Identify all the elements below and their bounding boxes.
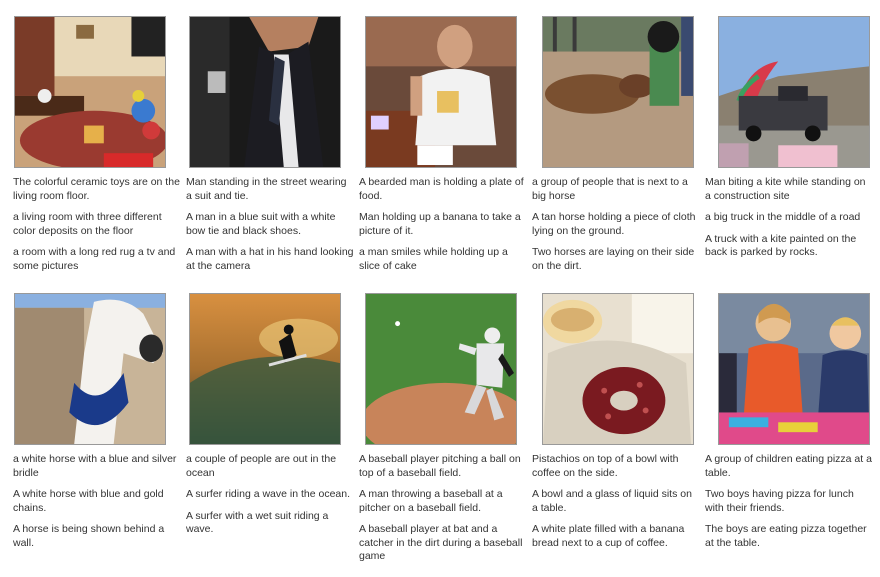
living-room-toys-image [14,16,166,168]
caption: Pistachios on top of a bowl with coffee … [532,453,679,479]
caption: The colorful ceramic toys are on the liv… [13,176,180,202]
caption: Two boys having pizza for lunch with the… [705,488,854,514]
caption: The boys are eating pizza together at th… [705,523,867,549]
caption: a group of people that is next to a big … [532,176,688,202]
caption: A group of children eating pizza at a ta… [705,453,872,479]
caption: Man holding up a banana to take a pictur… [359,211,521,237]
baseball-pitcher-image [365,293,517,445]
caption-list: a group of people that is next to a big … [532,176,700,281]
white-horse-image [14,293,166,445]
pistachio-donut-image [542,293,694,445]
caption: A man with a hat in his hand looking at … [186,246,354,272]
caption: a big truck in the middle of a road [705,211,861,223]
caption: A white horse with blue and gold chains. [13,488,164,514]
bearded-man-food-image [365,16,517,168]
caption-list: a white horse with a blue and silver bri… [13,453,181,558]
caption: A man throwing a baseball at a pitcher o… [359,488,503,514]
caption-list: The colorful ceramic toys are on the liv… [13,176,181,281]
caption-list: A group of children eating pizza at a ta… [705,453,873,558]
caption: A man in a blue suit with a white bow ti… [186,211,336,237]
surfer-sunset-image [189,293,341,445]
caption: A baseball player at bat and a catcher i… [359,523,523,562]
caption-list: A baseball player pitching a ball on top… [359,453,527,572]
caption: Two horses are laying on their side on t… [532,246,695,272]
truck-kite-image [718,16,870,168]
caption: A tan horse holding a piece of cloth lyi… [532,211,696,237]
caption: A bearded man is holding a plate of food… [359,176,524,202]
caption: A baseball player pitching a ball on top… [359,453,521,479]
caption: a man smiles while holding up a slice of… [359,246,508,272]
caption: Man standing in the street wearing a sui… [186,176,347,202]
caption: A horse is being shown behind a wall. [13,523,165,549]
caption-list: Man biting a kite while standing on a co… [705,176,873,268]
caption: A surfer riding a wave in the ocean. [186,488,351,500]
caption: a room with a long red rug a tv and some… [13,246,176,272]
caption: a white horse with a blue and silver bri… [13,453,177,479]
caption: A truck with a kite painted on the back … [705,232,857,259]
caption-list: a couple of people are out in the ocean … [186,453,354,545]
caption: a living room with three different color… [13,211,162,237]
caption-list: A bearded man is holding a plate of food… [359,176,527,281]
caption-list: Pistachios on top of a bowl with coffee … [532,453,700,558]
caption: a couple of people are out in the ocean [186,453,337,479]
caption-list: Man standing in the street wearing a sui… [186,176,354,281]
caption: A surfer with a wet suit riding a wave. [186,509,329,536]
children-pizza-image [718,293,870,445]
caption: A bowl and a glass of liquid sits on a t… [532,488,692,514]
caption: A white plate filled with a banana bread… [532,523,685,549]
caption: Man biting a kite while standing on a co… [705,176,866,202]
man-suit-tie-image [189,16,341,168]
horse-lying-image [542,16,694,168]
